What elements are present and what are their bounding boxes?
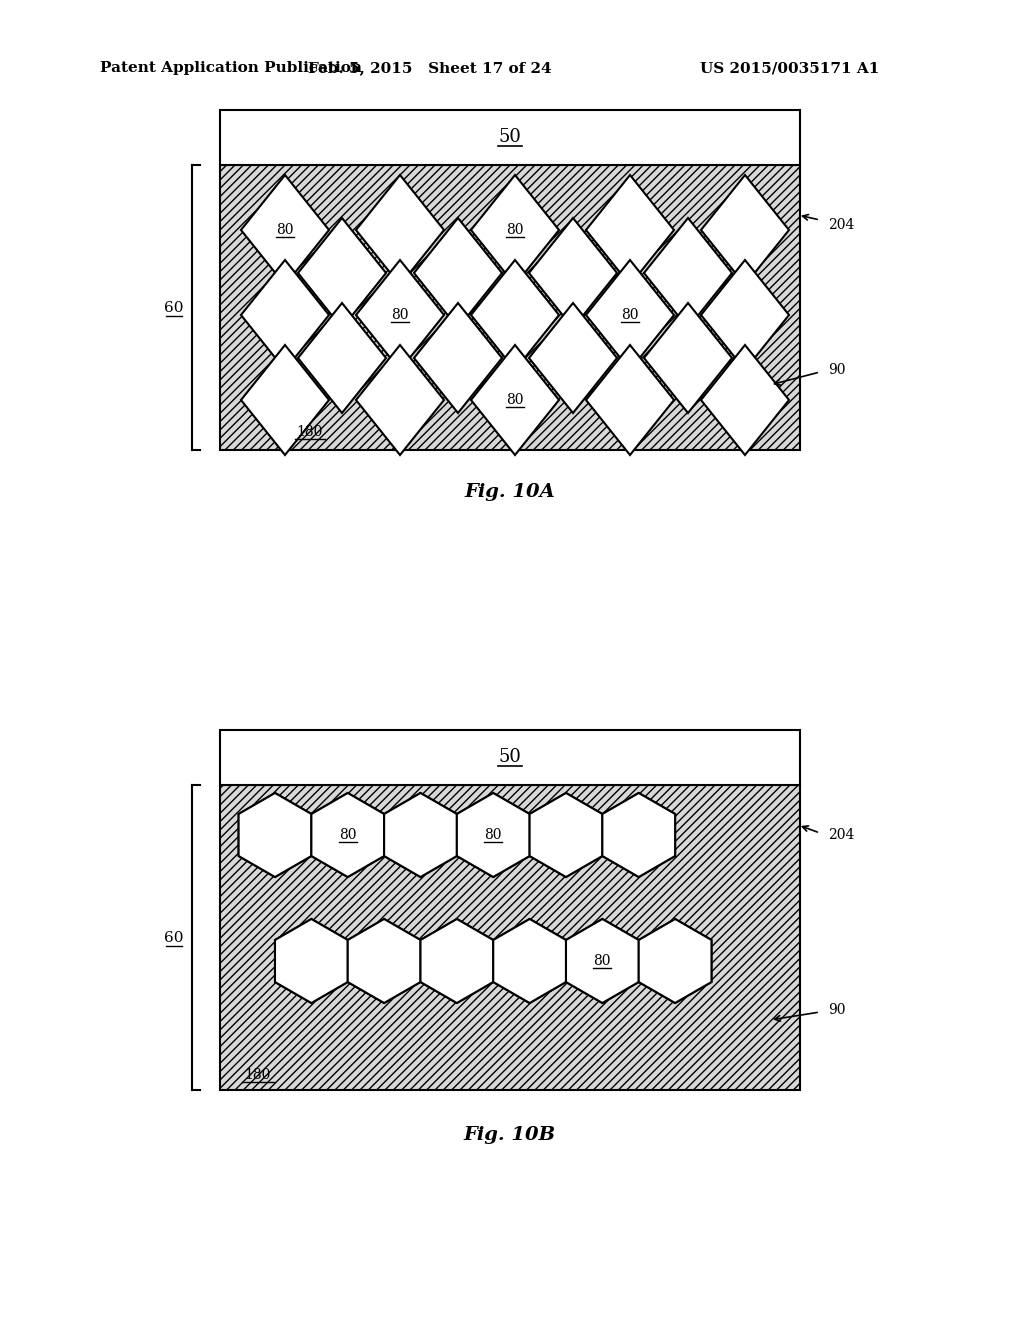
Polygon shape xyxy=(311,793,384,876)
Polygon shape xyxy=(356,260,444,370)
Text: 60: 60 xyxy=(164,301,183,314)
Polygon shape xyxy=(602,793,675,876)
Text: US 2015/0035171 A1: US 2015/0035171 A1 xyxy=(700,61,880,75)
Polygon shape xyxy=(529,793,602,876)
Text: 204: 204 xyxy=(828,218,854,232)
Polygon shape xyxy=(639,919,712,1003)
Polygon shape xyxy=(275,919,348,1003)
Polygon shape xyxy=(421,919,494,1003)
Polygon shape xyxy=(494,919,566,1003)
Polygon shape xyxy=(566,919,639,1003)
Polygon shape xyxy=(298,218,386,327)
Bar xyxy=(220,730,800,785)
Text: 204: 204 xyxy=(828,828,854,842)
Text: 180: 180 xyxy=(245,1068,271,1082)
Polygon shape xyxy=(239,793,311,876)
Text: 90: 90 xyxy=(828,363,846,378)
Polygon shape xyxy=(275,919,348,1003)
Polygon shape xyxy=(644,304,732,413)
Bar xyxy=(220,165,800,450)
Polygon shape xyxy=(457,793,529,876)
Polygon shape xyxy=(356,345,444,455)
Polygon shape xyxy=(644,218,732,327)
Polygon shape xyxy=(414,304,502,413)
Text: 80: 80 xyxy=(506,223,523,238)
Bar xyxy=(220,785,800,1090)
Polygon shape xyxy=(529,793,602,876)
Polygon shape xyxy=(421,919,494,1003)
Bar xyxy=(220,110,800,165)
Bar xyxy=(220,165,800,450)
Polygon shape xyxy=(471,345,559,455)
Polygon shape xyxy=(639,919,712,1003)
Polygon shape xyxy=(348,919,421,1003)
Polygon shape xyxy=(586,260,674,370)
Text: 180: 180 xyxy=(297,425,324,440)
Polygon shape xyxy=(384,793,457,876)
Polygon shape xyxy=(384,793,457,876)
Polygon shape xyxy=(701,176,790,285)
Text: Fig. 10B: Fig. 10B xyxy=(464,1126,556,1144)
Text: 80: 80 xyxy=(506,393,523,407)
Text: 80: 80 xyxy=(339,828,356,842)
Polygon shape xyxy=(348,919,421,1003)
Text: 50: 50 xyxy=(499,128,521,147)
Polygon shape xyxy=(414,218,502,327)
Text: 60: 60 xyxy=(164,931,183,945)
Polygon shape xyxy=(602,793,675,876)
Text: 50: 50 xyxy=(499,748,521,767)
Polygon shape xyxy=(241,345,329,455)
Text: 90: 90 xyxy=(828,1003,846,1016)
Polygon shape xyxy=(471,176,559,285)
Polygon shape xyxy=(241,176,329,285)
Polygon shape xyxy=(311,793,384,876)
Text: Feb. 5, 2015   Sheet 17 of 24: Feb. 5, 2015 Sheet 17 of 24 xyxy=(308,61,552,75)
Polygon shape xyxy=(586,176,674,285)
Text: 80: 80 xyxy=(391,308,409,322)
Text: 80: 80 xyxy=(484,828,502,842)
Polygon shape xyxy=(239,793,311,876)
Polygon shape xyxy=(298,304,386,413)
Text: Patent Application Publication: Patent Application Publication xyxy=(100,61,362,75)
Polygon shape xyxy=(529,218,617,327)
Polygon shape xyxy=(701,260,790,370)
Polygon shape xyxy=(566,919,639,1003)
Polygon shape xyxy=(356,176,444,285)
Polygon shape xyxy=(529,304,617,413)
Polygon shape xyxy=(241,260,329,370)
Polygon shape xyxy=(586,345,674,455)
Text: 80: 80 xyxy=(276,223,294,238)
Polygon shape xyxy=(701,345,790,455)
Text: Fig. 10A: Fig. 10A xyxy=(465,483,555,502)
Polygon shape xyxy=(494,919,566,1003)
Text: 80: 80 xyxy=(594,954,611,968)
Polygon shape xyxy=(457,793,529,876)
Text: 80: 80 xyxy=(622,308,639,322)
Polygon shape xyxy=(471,260,559,370)
